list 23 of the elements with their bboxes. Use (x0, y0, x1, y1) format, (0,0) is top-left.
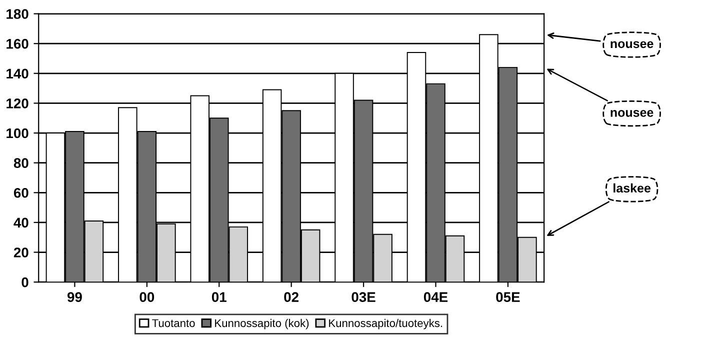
y-tick-label: 40 (14, 218, 28, 228)
x-tick-label: 04E (424, 292, 448, 302)
legend-label: Kunnossapito/tuoteyks. (329, 318, 442, 330)
text: laskee (614, 183, 650, 193)
legend-label: Tuotanto (152, 319, 195, 328)
x-tick-label: 01 (212, 292, 226, 302)
x-tick-label: 05E (496, 292, 520, 302)
y-tick-label: 0 (22, 277, 28, 288)
x-tick-label: 99 (67, 292, 82, 302)
x-tick-label: 02 (284, 292, 298, 302)
text: nousee (610, 41, 654, 48)
y-tick-label: 180 (6, 9, 28, 19)
y-tick-label: 80 (14, 158, 28, 168)
y-tick-label: 100 (6, 128, 28, 138)
y-tick-label: 140 (6, 68, 28, 79)
y-tick-label: 120 (6, 98, 28, 108)
legend-label: Kunnossapito (kok) (215, 318, 309, 330)
y-tick-label: 160 (6, 38, 28, 49)
y-tick-label: 20 (14, 248, 28, 258)
text: nousee (610, 110, 654, 117)
y-tick-label: 60 (14, 188, 28, 198)
x-tick-label: 00 (140, 292, 154, 302)
x-tick-label: 03E (352, 292, 376, 302)
